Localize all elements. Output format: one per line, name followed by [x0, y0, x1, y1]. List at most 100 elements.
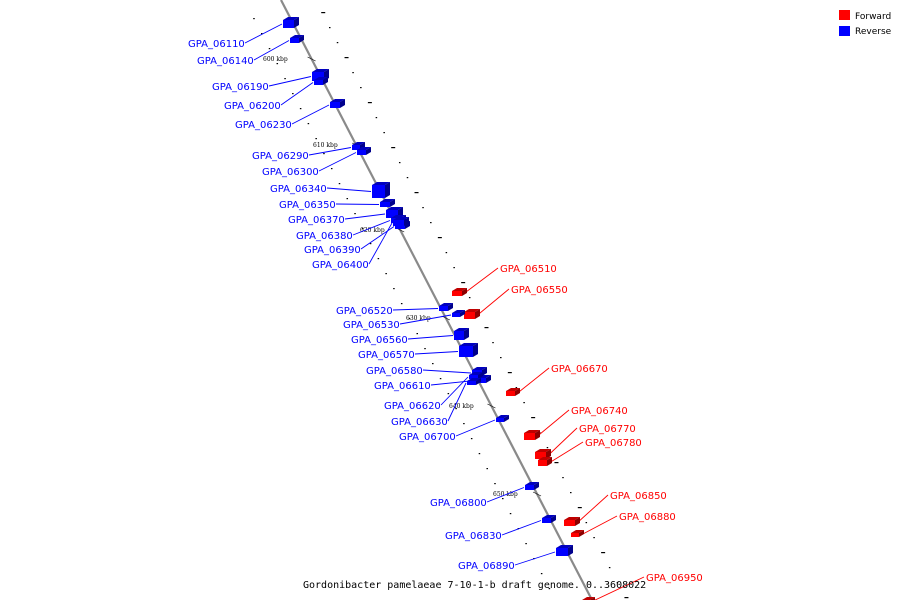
minor-tick	[336, 42, 339, 44]
gene-glyph-face	[538, 460, 547, 466]
gene-label-GPA_06200[interactable]: GPA_06200	[224, 101, 281, 112]
gene-label-GPA_06770[interactable]: GPA_06770	[579, 424, 636, 435]
gene-glyph-top	[459, 343, 478, 346]
gene-label-GPA_06230[interactable]: GPA_06230	[235, 120, 292, 131]
gene-label-GPA_06620[interactable]: GPA_06620	[384, 401, 441, 412]
gene-glyph-GPA_06740[interactable]	[524, 430, 540, 440]
gene-glyph-side	[504, 415, 509, 422]
gene-label-GPA_06800[interactable]: GPA_06800	[430, 498, 487, 509]
gene-glyph-GPA_06850[interactable]	[564, 517, 580, 526]
gene-label-GPA_06380[interactable]: GPA_06380	[296, 231, 353, 242]
gene-glyph-GPA_06670[interactable]	[506, 388, 520, 396]
gene-label-GPA_06340[interactable]: GPA_06340	[270, 184, 327, 195]
gene-glyph-face	[314, 80, 323, 85]
gene-glyph-top	[538, 457, 552, 460]
gene-label-GPA_06290[interactable]: GPA_06290	[252, 151, 309, 162]
gene-glyph-top	[386, 207, 403, 210]
connector-GPA_06340	[326, 187, 372, 192]
gene-glyph-side	[551, 515, 556, 523]
gene-label-GPA_06700[interactable]: GPA_06700	[399, 432, 456, 443]
gene-labels[interactable]: GPA_06110 GPA_06140 GPA_06190 GPA_06200 GPA_…	[188, 39, 703, 584]
gene-glyph-GPA_06780[interactable]	[538, 457, 552, 466]
legend-reverse-swatch	[839, 26, 850, 36]
gene-label-GPA_06530[interactable]: GPA_06530	[343, 320, 400, 331]
gene-label-GPA_06740[interactable]: GPA_06740	[571, 406, 628, 417]
gene-label-GPA_06630[interactable]: GPA_06630	[391, 417, 448, 428]
gene-glyph-face	[372, 185, 385, 198]
gene-glyph-top	[372, 182, 390, 185]
minor-tick	[268, 48, 271, 50]
gene-glyph-GPA_06200[interactable]	[314, 77, 328, 85]
gene-glyph-GPA_06880[interactable]	[571, 530, 584, 537]
gene-label-GPA_06610[interactable]: GPA_06610	[374, 381, 431, 392]
gene-glyph-GPA_06770[interactable]	[535, 449, 551, 459]
gene-label-GPA_06110[interactable]: GPA_06110	[188, 39, 245, 50]
connector-GPA_06880	[580, 515, 618, 536]
minor-tick	[463, 423, 465, 425]
gene-label-GPA_06780[interactable]: GPA_06780	[585, 438, 642, 449]
gene-label-GPA_06510[interactable]: GPA_06510	[500, 264, 557, 275]
minor-tick	[398, 162, 401, 164]
gene-glyph-GPA_06570[interactable]	[459, 343, 478, 357]
gene-glyph-GPA_06230[interactable]	[330, 99, 345, 108]
gene-label-GPA_06190[interactable]: GPA_06190	[212, 82, 269, 93]
gene-glyph-GPA_06620[interactable]	[469, 372, 483, 379]
gene-label-GPA_06580[interactable]: GPA_06580	[366, 366, 423, 377]
connector-GPA_06370	[344, 213, 386, 220]
gene-label-GPA_06570[interactable]: GPA_06570	[358, 350, 415, 361]
gene-label-GPA_06520[interactable]: GPA_06520	[336, 306, 393, 317]
gene-label-GPA_06880[interactable]: GPA_06880	[619, 512, 676, 523]
gene-glyph-side	[404, 217, 409, 226]
gene-glyph-side	[575, 517, 580, 526]
gene-glyph-face	[452, 291, 462, 296]
gene-glyph-GPA_06520[interactable]	[439, 303, 453, 311]
gene-glyph-GPA_06340[interactable]	[372, 182, 390, 198]
connector-GPA_06290	[308, 147, 352, 156]
minor-tick	[338, 183, 341, 185]
gene-glyph-GPA_06830[interactable]	[542, 515, 556, 523]
minor-tick	[299, 108, 302, 110]
gene-glyph-GPA_06350[interactable]	[380, 199, 395, 207]
gene-label-GPA_06560[interactable]: GPA_06560	[351, 335, 408, 346]
gene-glyph-GPA_06550[interactable]	[464, 309, 480, 319]
label-connectors	[244, 23, 645, 600]
gene-glyph-GPA_06560[interactable]	[454, 328, 469, 340]
gene-glyph-GPA_06890[interactable]	[556, 545, 573, 556]
gene-glyph-GPA_06950[interactable]	[582, 597, 595, 600]
minor-tick	[352, 72, 354, 74]
gene-label-GPA_06390[interactable]: GPA_06390	[304, 245, 361, 256]
gene-glyph-GPA_06110[interactable]	[283, 17, 299, 28]
gene-glyphs[interactable]	[283, 17, 595, 600]
gene-glyph-top	[464, 309, 480, 312]
scale-tick-label: 630 kbp	[406, 315, 431, 322]
gene-glyph-side	[547, 457, 552, 466]
gene-glyph-GPA_06400[interactable]	[393, 217, 409, 226]
gene-label-GPA_06350[interactable]: GPA_06350	[279, 200, 336, 211]
gene-glyph-GPA_06140[interactable]	[290, 35, 304, 43]
minor-tick	[447, 393, 450, 395]
gene-glyph-GPA_06530[interactable]	[452, 310, 465, 317]
gene-label-GPA_06950[interactable]: GPA_06950	[646, 573, 703, 584]
minor-tick	[478, 453, 481, 455]
gene-label-GPA_06830[interactable]: GPA_06830	[445, 531, 502, 542]
gene-glyph-GPA_06300[interactable]	[357, 147, 371, 155]
genome-backbone	[280, 0, 593, 600]
gene-label-GPA_06890[interactable]: GPA_06890	[458, 561, 515, 572]
gene-label-GPA_06370[interactable]: GPA_06370	[288, 215, 345, 226]
gene-label-GPA_06850[interactable]: GPA_06850	[610, 491, 667, 502]
gene-glyph-GPA_06510[interactable]	[452, 288, 467, 296]
minor-tick	[360, 87, 362, 89]
gene-glyph-GPA_06630[interactable]	[467, 378, 481, 385]
gene-glyph-GPA_06800[interactable]	[525, 482, 539, 490]
gene-label-GPA_06550[interactable]: GPA_06550	[511, 285, 568, 296]
minor-tick	[354, 213, 356, 215]
gene-label-GPA_06670[interactable]: GPA_06670	[551, 364, 608, 375]
gene-label-GPA_06300[interactable]: GPA_06300	[262, 167, 319, 178]
gene-glyph-GPA_06700[interactable]	[496, 415, 509, 422]
gene-label-GPA_06400[interactable]: GPA_06400	[312, 260, 369, 271]
gene-label-GPA_06140[interactable]: GPA_06140	[197, 56, 254, 67]
gene-glyph-side	[546, 449, 551, 459]
minor-tick	[525, 543, 527, 545]
connector-GPA_06390	[360, 226, 395, 250]
minor-tick	[593, 537, 595, 539]
